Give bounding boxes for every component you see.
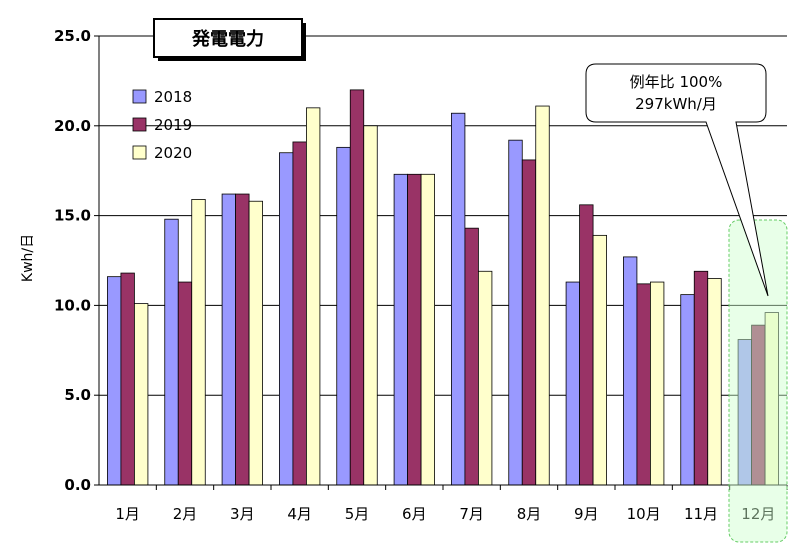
x-category-label: 12月 bbox=[741, 505, 775, 523]
bar-2019-3 bbox=[235, 193, 250, 486]
axes bbox=[94, 35, 788, 490]
december-highlight bbox=[728, 219, 788, 543]
x-category-label: 3月 bbox=[230, 505, 255, 523]
bar-2019-11 bbox=[693, 270, 709, 486]
chart-title-box: 発電電力 bbox=[153, 18, 306, 61]
x-category-label: 11月 bbox=[684, 505, 718, 523]
bar-2020-2 bbox=[191, 199, 206, 486]
bar-2018-1 bbox=[107, 276, 122, 486]
x-category-label: 1月 bbox=[115, 505, 140, 523]
bar-2020-6 bbox=[420, 173, 435, 486]
legend-swatch-2020 bbox=[132, 145, 147, 160]
bar-2020-11 bbox=[707, 278, 722, 486]
legend-swatch-2018 bbox=[132, 89, 147, 104]
bar-2019-8 bbox=[521, 159, 537, 486]
annotation-line-1: 例年比 100% bbox=[630, 73, 723, 91]
x-category-label: 8月 bbox=[517, 505, 542, 523]
x-category-label: 7月 bbox=[459, 505, 484, 523]
bar-2019-4 bbox=[292, 141, 307, 486]
bar-2018-5 bbox=[336, 146, 351, 486]
legend-label-2020: 2020 bbox=[154, 144, 192, 162]
y-tick-label: 0.0 bbox=[64, 476, 91, 494]
bar-2020-5 bbox=[363, 125, 378, 486]
y-tick-label: 25.0 bbox=[54, 27, 91, 45]
legend-label-2019: 2019 bbox=[154, 116, 192, 134]
x-category-label: 2月 bbox=[173, 505, 198, 523]
bar-2018-8 bbox=[508, 139, 523, 486]
annotation-line-2: 297kWh/月 bbox=[635, 95, 717, 113]
bar-2020-1 bbox=[134, 303, 149, 486]
x-category-label: 5月 bbox=[345, 505, 370, 523]
x-category-label: 6月 bbox=[402, 505, 427, 523]
y-tick-labels: 0.0 5.0 10.0 15.0 20.0 25.0 bbox=[54, 27, 91, 494]
bar-2018-11 bbox=[680, 294, 695, 486]
y-tick-label: 20.0 bbox=[54, 117, 91, 135]
legend-label-2018: 2018 bbox=[154, 88, 192, 106]
x-category-label: 4月 bbox=[287, 505, 312, 523]
legend: 2018 2019 2020 bbox=[132, 88, 192, 162]
bar-2019-10 bbox=[636, 283, 651, 486]
bar-2020-10 bbox=[650, 281, 665, 486]
bar-2019-6 bbox=[407, 173, 422, 486]
x-category-label: 10月 bbox=[627, 505, 661, 523]
bar-2020-3 bbox=[248, 200, 263, 486]
y-tick-label: 5.0 bbox=[64, 386, 91, 404]
y-axis-label: Kwh/日 bbox=[20, 234, 36, 282]
bar-2018-10 bbox=[623, 256, 638, 486]
bar-2020-4 bbox=[306, 107, 321, 486]
bar-2018-2 bbox=[164, 218, 179, 486]
x-category-label: 9月 bbox=[574, 505, 599, 523]
bar-2018-6 bbox=[393, 173, 408, 486]
bar-2020-8 bbox=[535, 105, 550, 486]
y-tick-label: 10.0 bbox=[54, 296, 91, 314]
bar-2020-9 bbox=[592, 234, 607, 486]
x-category-labels: 1月 2月 3月 4月 5月 6月 7月 8月 9月 10月 11月 12月 bbox=[115, 505, 775, 523]
bar-2020-7 bbox=[478, 270, 493, 486]
bar-2019-5 bbox=[349, 89, 365, 486]
bar-2019-2 bbox=[177, 281, 193, 486]
bar-2019-9 bbox=[579, 204, 594, 486]
bar-2019-7 bbox=[464, 227, 479, 486]
bar-2018-9 bbox=[565, 281, 580, 486]
bar-2018-7 bbox=[451, 112, 466, 486]
bar-2018-4 bbox=[279, 152, 294, 486]
bars bbox=[107, 89, 779, 486]
chart-title: 発電電力 bbox=[191, 28, 264, 50]
y-tick-label: 15.0 bbox=[54, 207, 91, 225]
legend-swatch-2019 bbox=[132, 117, 147, 132]
bar-2019-1 bbox=[120, 272, 135, 486]
bar-2018-3 bbox=[221, 193, 236, 486]
annotation-callout: 例年比 100% 297kWh/月 bbox=[585, 63, 769, 297]
